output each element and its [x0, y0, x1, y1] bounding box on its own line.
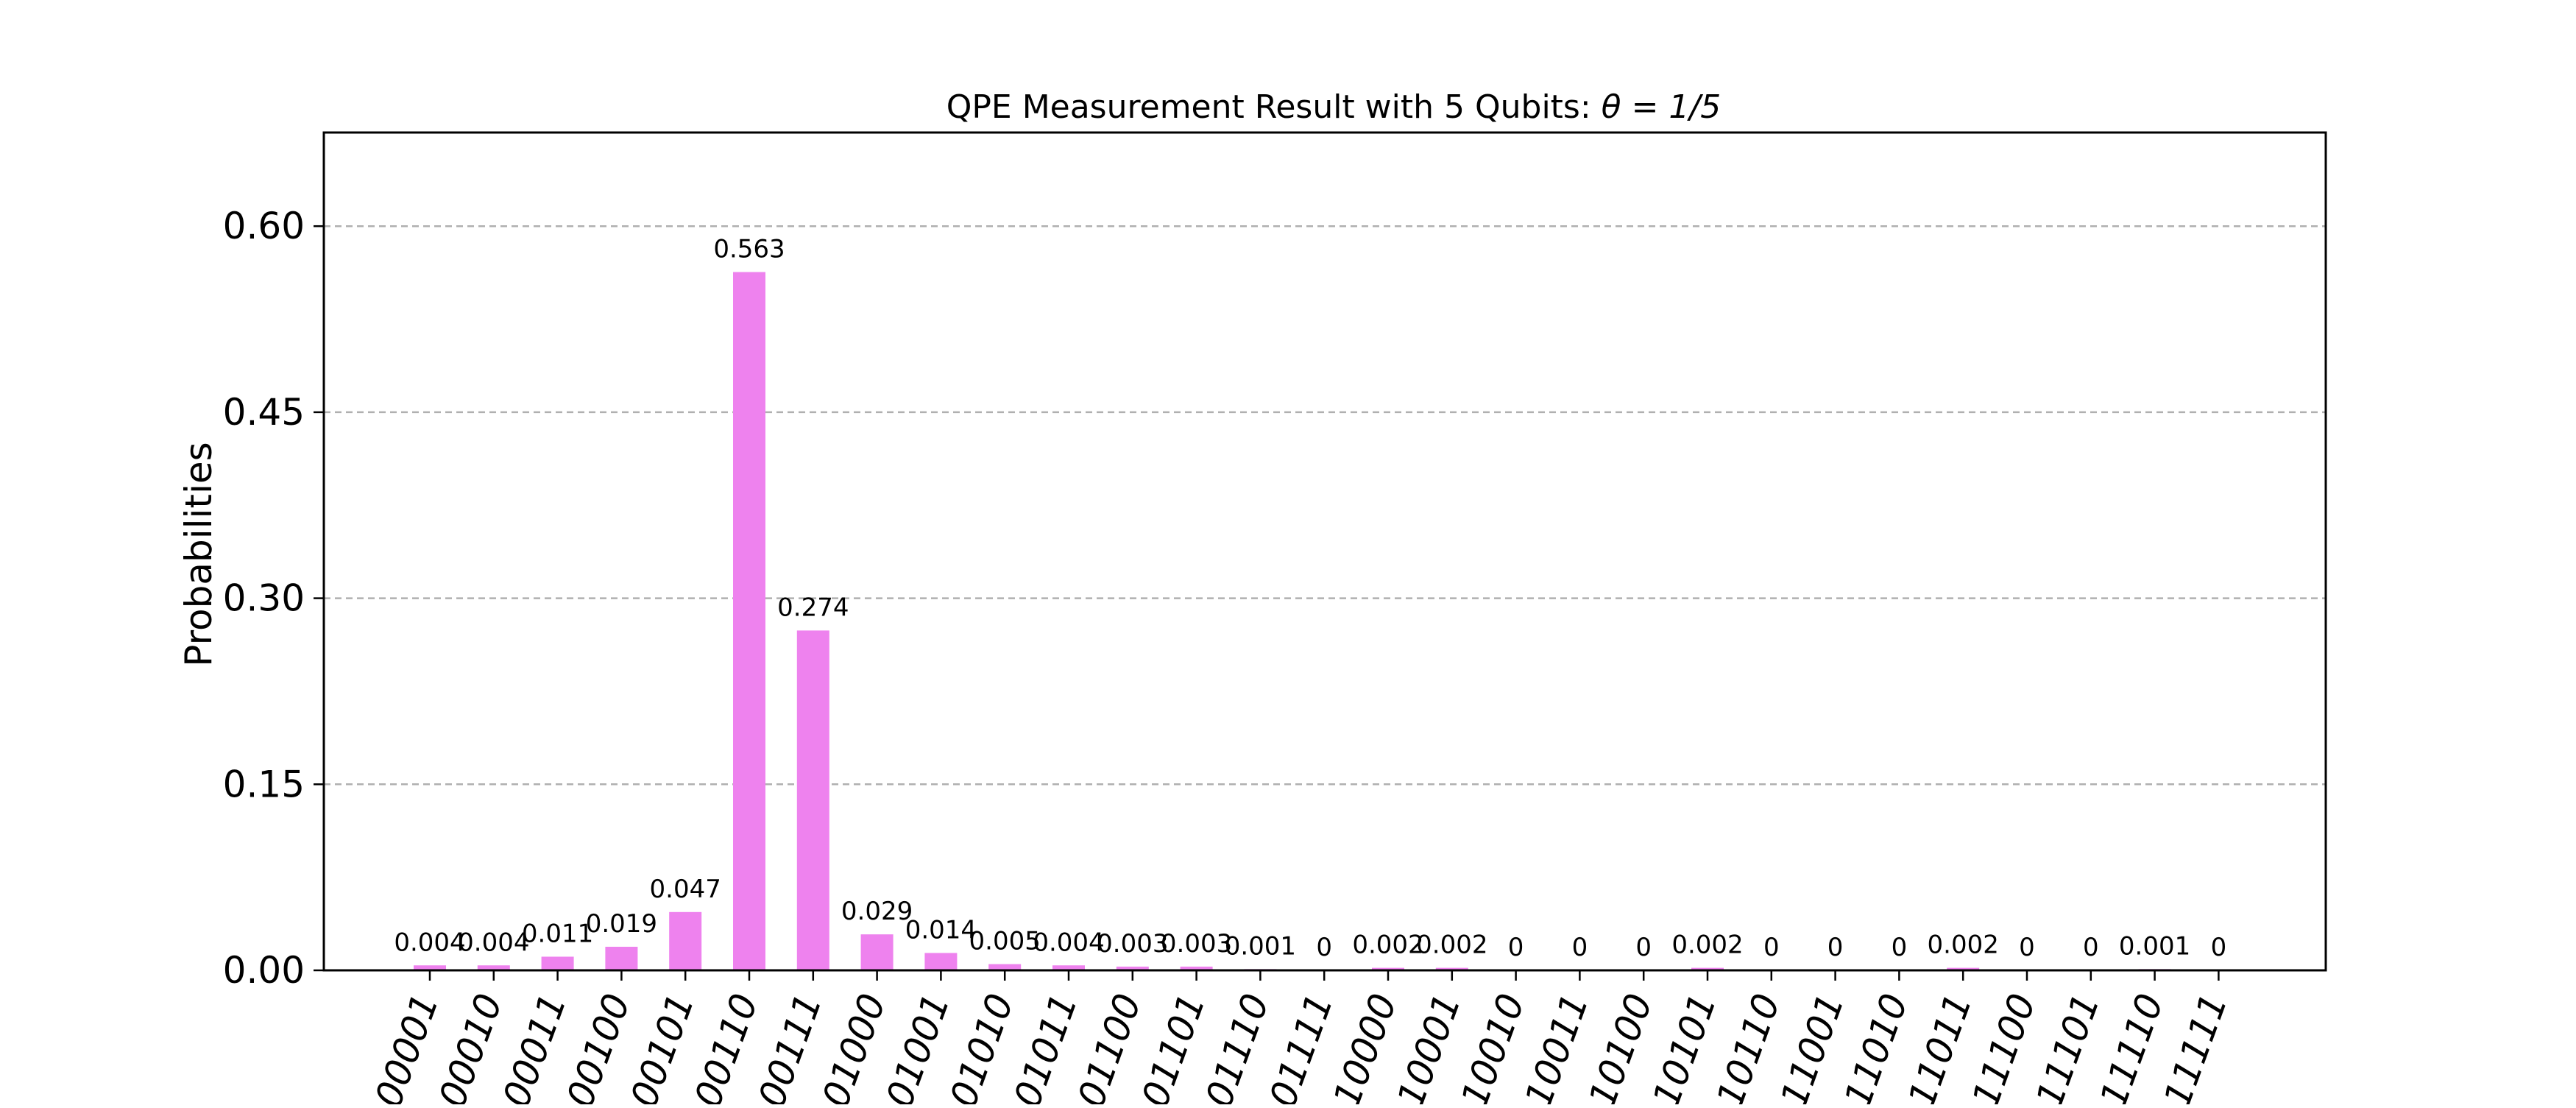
bar: [477, 965, 510, 970]
bar: [414, 965, 446, 970]
data-label: 0.001: [2119, 931, 2190, 961]
data-label: 0.003: [1161, 929, 1232, 959]
bar: [1691, 967, 1724, 970]
data-label: 0: [1892, 933, 1908, 962]
bar: [605, 946, 638, 970]
data-label: 0: [1316, 933, 1332, 962]
chart-title-prefix: QPE Measurement Result with 5 Qubits:: [946, 88, 1602, 126]
y-tick-label: 0.00: [223, 949, 305, 992]
data-labels: 0.0040.0040.0110.0190.0470.5630.2740.029…: [394, 235, 2226, 962]
data-label: 0.002: [1928, 931, 1999, 960]
data-label: 0: [1827, 933, 1844, 962]
data-label: 0: [1763, 933, 1780, 962]
data-label: 0.003: [1097, 929, 1168, 959]
data-label: 0: [1635, 933, 1652, 962]
bar: [1116, 966, 1149, 970]
data-label: 0.011: [522, 919, 593, 948]
data-label: 0: [1508, 933, 1524, 962]
y-tick-label: 0.60: [223, 205, 305, 247]
data-label: 0.014: [905, 915, 977, 945]
bar: [1052, 965, 1085, 970]
bar: [669, 911, 702, 970]
data-label: 0: [2019, 933, 2035, 962]
data-label: 0: [2211, 933, 2227, 962]
chart-title-math: θ = 1/5: [1602, 88, 1722, 126]
bar: [541, 956, 574, 970]
data-label: 0.004: [394, 928, 465, 957]
bar: [1947, 967, 1980, 970]
bar: [924, 953, 958, 970]
chart-title: QPE Measurement Result with 5 Qubits: θ …: [946, 88, 1722, 126]
data-label: 0.029: [841, 897, 913, 926]
data-label: 0.001: [1225, 931, 1296, 961]
y-axis-ticks: 0.00 0.15 0.30 0.45 0.60: [223, 205, 324, 992]
bar: [1180, 966, 1213, 970]
grid-lines: [324, 225, 2326, 786]
data-label: 0: [1572, 933, 1588, 962]
data-label: 0.019: [586, 909, 657, 939]
bar: [733, 272, 765, 971]
x-axis-ticks: 0000100010000110010000101001100011101000…: [367, 970, 2236, 1108]
data-label: 0.005: [969, 927, 1041, 956]
bar: [860, 934, 894, 970]
data-label: 0.004: [458, 928, 529, 957]
bars: [414, 272, 2171, 971]
bar: [796, 630, 829, 970]
bar: [988, 964, 1022, 970]
plot-area-frame: [322, 131, 2327, 972]
data-label: 0.002: [1671, 931, 1743, 960]
bar: [1372, 967, 1404, 970]
y-axis-label: Probabilities: [177, 442, 220, 666]
data-label: 0.002: [1416, 931, 1487, 960]
data-label: 0.563: [713, 235, 785, 264]
bar: [1435, 967, 1468, 970]
y-tick-label: 0.15: [223, 763, 305, 805]
data-label: 0.274: [777, 593, 849, 622]
data-label: 0.002: [1352, 931, 1423, 960]
data-label: 0: [2083, 933, 2099, 962]
y-tick-label: 0.30: [223, 577, 305, 620]
data-label: 0.047: [650, 875, 721, 904]
y-tick-label: 0.45: [223, 391, 305, 434]
data-label: 0.004: [1033, 928, 1104, 957]
